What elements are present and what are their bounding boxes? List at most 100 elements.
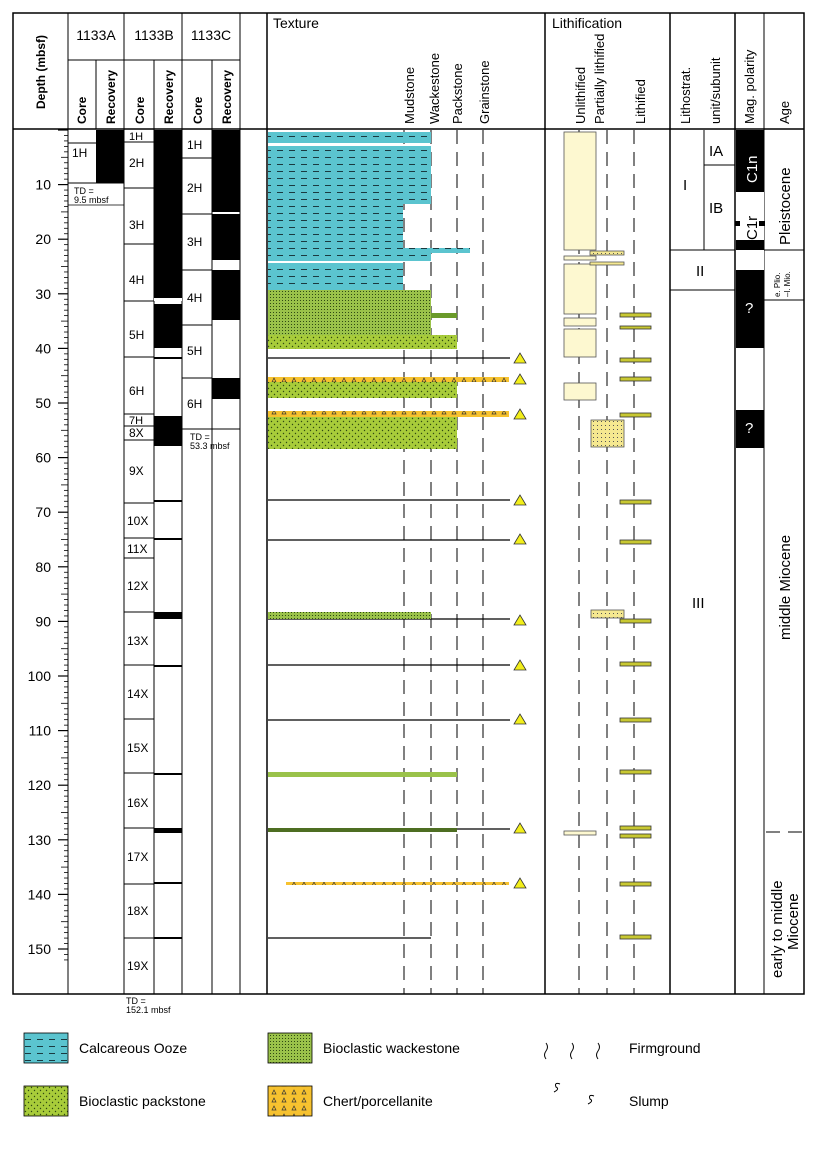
core-1133c-3h: 3H (187, 235, 202, 249)
texture-class-grainstone: Grainstone (477, 60, 492, 124)
lith-class-lithified: Lithified (633, 79, 648, 124)
core-1133b-15x: 15X (127, 741, 148, 755)
packstone-interval (268, 382, 457, 398)
core-1133c-2h: 2H (187, 181, 202, 195)
depth-tick-label: 80 (35, 559, 51, 575)
core-1133c-6h: 6H (187, 397, 202, 411)
age-column: Pleistocene e. Plio. –l. Mio. middle Mio… (764, 167, 804, 978)
recovery-header-b: Recovery (162, 70, 176, 124)
depth-tick-label: 90 (35, 613, 51, 629)
chert-interval (268, 377, 509, 382)
firmground-icon (544, 1042, 600, 1060)
hole-1133b: 1H 2H 3H 4H 5H 6H 7H 8X 9X 10X 11X 12X 1… (124, 130, 182, 1015)
core-1133b-16x: 16X (127, 796, 148, 810)
depth-tick-label: 20 (35, 231, 51, 247)
texture-class-packstone: Packstone (450, 63, 465, 124)
age-pleistocene: Pleistocene (777, 167, 794, 245)
texture-class-wackestone: Wackestone (427, 53, 442, 124)
recovery-header-c: Recovery (220, 70, 234, 124)
hole-1133a-header: 1133A (76, 27, 116, 43)
core-1133c-4h: 4H (187, 291, 202, 305)
lithostrat-header-2: unit/subunit (708, 57, 723, 124)
core-1133b-19x: 19X (127, 959, 148, 973)
core-1133b-1h: 1H (129, 131, 143, 143)
lithostrat-header-1: Lithostrat. (678, 67, 693, 124)
polarity-unknown-2: ? (745, 420, 753, 437)
core-1133b-7h: 7H (129, 415, 143, 427)
wackestone-interval (268, 290, 431, 335)
core-1133b-18x: 18X (127, 904, 148, 918)
texture-column (268, 130, 527, 994)
core-1133b-14x: 14X (127, 687, 148, 701)
core-1133b-3h: 3H (129, 218, 144, 232)
core-1133b-13x: 13X (127, 634, 148, 648)
age-middle-miocene: middle Miocene (777, 535, 794, 640)
hole-1133c-header: 1133C (191, 27, 231, 43)
core-header-c: Core (191, 96, 205, 124)
legend-bioclastic-wackestone: Bioclastic wackestone (323, 1040, 460, 1056)
age-early-middle-2: Miocene (785, 893, 802, 950)
ooze-intervals (268, 132, 470, 290)
depth-tick-label: 130 (28, 832, 52, 848)
polarity-unknown-1: ? (745, 300, 753, 317)
texture-class-mudstone: Mudstone (402, 67, 417, 124)
depth-tick-label: 110 (29, 723, 52, 739)
texture-header: Texture (273, 15, 319, 31)
age-plio-1: e. Plio. (773, 273, 782, 297)
td-1133a-label: TD = (74, 186, 94, 196)
core-1133b-5h: 5H (129, 328, 144, 342)
slump-icon (553, 1082, 595, 1105)
core-1133b-12x: 12X (127, 579, 148, 593)
age-header: Age (777, 101, 792, 124)
depth-tick-label: 140 (28, 886, 52, 902)
td-1133c-label: TD = (190, 432, 210, 442)
hole-1133c: 1H 2H 3H 4H 5H 6H TD = 53.3 mbsf (182, 130, 240, 451)
core-1133b-8x: 8X (129, 426, 144, 440)
lith-class-partially: Partially lithified (592, 34, 607, 124)
legend-calcareous-ooze: Calcareous Ooze (79, 1040, 187, 1056)
core-1133b-6h: 6H (129, 384, 144, 398)
lithostrat-column (670, 130, 735, 291)
lithification-column (563, 130, 652, 994)
legend-bioclastic-packstone: Bioclastic packstone (79, 1093, 206, 1109)
depth-tick-label: 70 (35, 504, 51, 520)
td-1133b-label: TD = (126, 996, 146, 1006)
unit-II: II (696, 263, 704, 280)
td-1133c-value: 53.3 mbsf (190, 441, 230, 451)
core-header-a: Core (75, 96, 89, 124)
core-1133b-11x: 11X (127, 542, 147, 556)
lith-class-unlithified: Unlithified (573, 67, 588, 124)
core-1133b-17x: 17X (127, 850, 148, 864)
legend-firmground: Firmground (629, 1040, 701, 1056)
subunit-IB: IB (709, 200, 723, 217)
lithification-header: Lithification (552, 15, 622, 31)
depth-tick-label: 50 (35, 395, 51, 411)
depth-axis: 10 20 30 40 50 60 70 80 90 100 110 120 130 140 150 (28, 129, 68, 961)
legend: Calcareous Ooze Bioclastic wackestone Bi… (23, 1032, 701, 1117)
core-1133b-4h: 4H (129, 273, 144, 287)
lithostrat-labels: I IA IB II III (683, 143, 723, 612)
polarity-c1r: C1r (744, 216, 761, 240)
recovery-header-a: Recovery (104, 70, 118, 124)
age-plio-2: –l. Mio. (783, 271, 792, 297)
depth-tick-label: 10 (35, 177, 51, 193)
core-1133a-1h: 1H (72, 146, 87, 160)
td-1133b-value: 152.1 mbsf (126, 1005, 171, 1015)
depth-tick-label: 30 (35, 286, 51, 302)
legend-chert: Chert/porcellanite (323, 1093, 433, 1109)
polarity-c1n: C1n (744, 155, 761, 183)
age-early-middle-1: early to middle (769, 880, 786, 978)
mag-polarity-header: Mag. polarity (742, 49, 757, 124)
subunit-IA: IA (709, 143, 723, 160)
mag-polarity-column: C1n C1r ? ? (735, 130, 765, 448)
depth-tick-label: 150 (28, 941, 52, 957)
unit-I: I (683, 177, 687, 194)
hole-1133b-header: 1133B (134, 27, 173, 43)
unit-III: III (692, 595, 705, 612)
core-1133b-9x: 9X (129, 464, 144, 478)
depth-tick-label: 120 (28, 777, 52, 793)
column-headers: Depth (mbsf) 1133A 1133B 1133C Core Reco… (34, 15, 792, 124)
depth-tick-label: 40 (35, 340, 51, 356)
hole-1133a: 1H TD = 9.5 mbsf (68, 130, 124, 206)
